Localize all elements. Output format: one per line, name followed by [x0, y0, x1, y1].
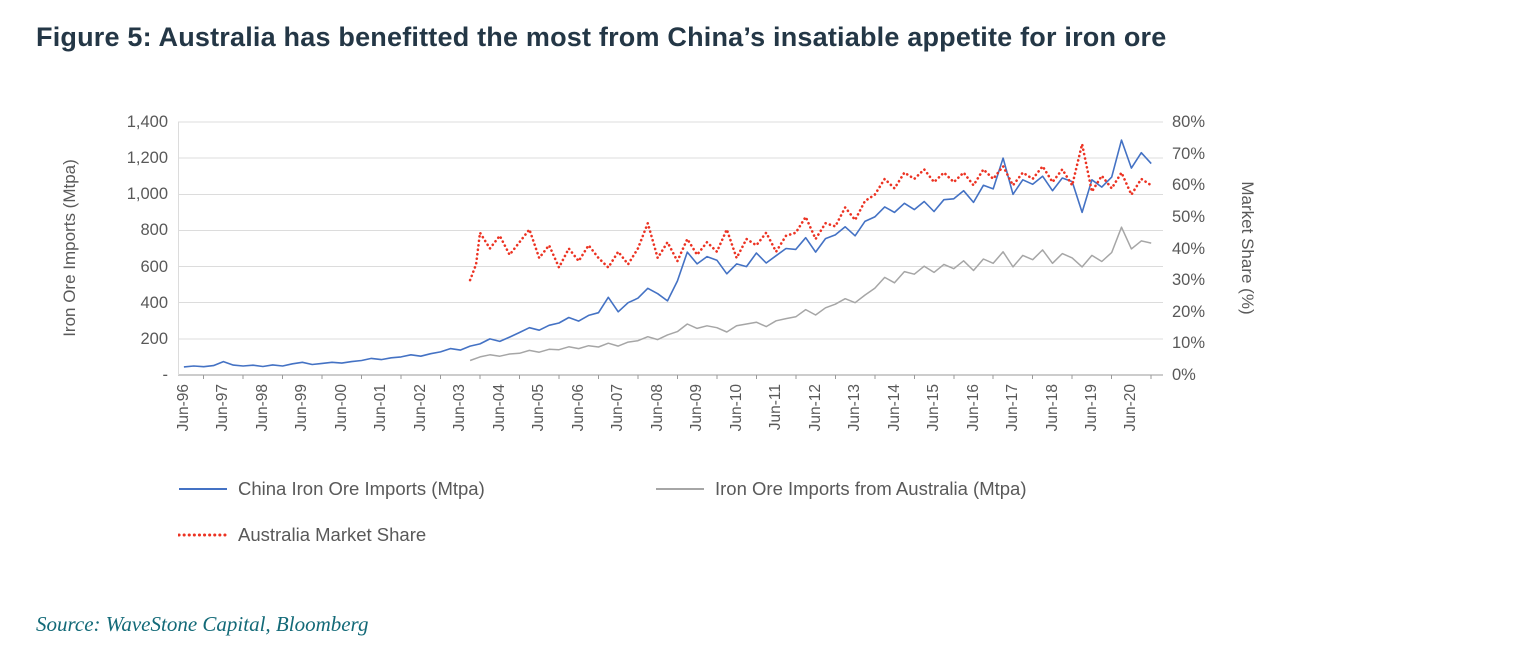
x-tick-label: Jun-11: [767, 384, 785, 431]
x-tick-label: Jun-10: [727, 384, 745, 432]
legend-row: China Iron Ore Imports (Mtpa) Iron Ore I…: [178, 478, 1027, 500]
legend-item-australia-imports: Iron Ore Imports from Australia (Mtpa): [655, 478, 1027, 500]
chart-legend: China Iron Ore Imports (Mtpa) Iron Ore I…: [178, 478, 1027, 546]
left-axis-tick-labels: 1,400 1,200 1,000 800 600 400 200 -: [96, 113, 168, 384]
x-axis-tick-labels: Jun-96 Jun-97 Jun-98 Jun-99 Jun-00 Jun-01 Jun-…: [174, 382, 1163, 454]
x-tick-label: Jun-13: [846, 384, 864, 432]
legend-item-australia-market-share: Australia Market Share: [178, 524, 655, 546]
y-tick-label: 70%: [1172, 144, 1206, 163]
x-tick-label: Jun-96: [174, 384, 192, 432]
y-tick-label: 20%: [1172, 302, 1206, 321]
y-tick-label: 800: [140, 221, 168, 240]
series-china-iron-ore-imports: [183, 139, 1152, 368]
legend-label: Australia Market Share: [238, 524, 427, 545]
y-tick-label: 1,400: [126, 113, 168, 131]
legend-row: Australia Market Share: [178, 524, 1027, 546]
x-tick-label: Jun-03: [451, 384, 469, 432]
x-tick-label: Jun-00: [332, 384, 350, 432]
x-tick-label: Jun-20: [1122, 384, 1140, 432]
y-tick-label: 400: [140, 293, 168, 312]
x-tick-label: Jun-15: [925, 384, 942, 432]
legend-label: Iron Ore Imports from Australia (Mtpa): [715, 478, 1027, 499]
y-tick-label: 600: [140, 257, 168, 276]
series-australia-market-share: [468, 142, 1153, 282]
x-tick-label: Jun-97: [214, 384, 232, 432]
source-attribution: Source: WaveStone Capital, Bloomberg: [36, 612, 369, 636]
legend-label: China Iron Ore Imports (Mtpa): [238, 478, 485, 499]
x-tick-label: Jun-05: [530, 384, 548, 432]
x-tick-label: Jun-06: [569, 384, 587, 432]
right-axis-tick-labels: 80% 70% 60% 50% 40% 30% 20% 10% 0%: [1172, 113, 1232, 384]
x-tick-label: Jun-12: [806, 384, 824, 432]
x-tick-label: Jun-04: [490, 384, 508, 432]
figure-title: Figure 5: Australia has benefitted the m…: [36, 22, 1167, 52]
y-tick-label: -: [162, 365, 169, 384]
legend-line-sample-red-dotted: [178, 533, 228, 537]
series-iron-ore-imports-from-australia: [469, 226, 1152, 362]
x-tick-label: Jun-14: [885, 384, 903, 432]
y-tick-label: 1,000: [126, 185, 168, 204]
y-tick-label: 10%: [1172, 334, 1206, 353]
x-tick-label: Jun-16: [964, 384, 982, 432]
x-tick-label: Jun-01: [372, 384, 390, 432]
x-tick-label: Jun-18: [1043, 384, 1061, 432]
x-tick-label: Jun-02: [411, 384, 429, 432]
legend-item-china-imports: China Iron Ore Imports (Mtpa): [178, 478, 655, 500]
x-tick-label: Jun-09: [688, 384, 706, 432]
right-axis-title: Market Share (%): [1238, 181, 1257, 315]
y-tick-label: 30%: [1172, 271, 1206, 290]
x-tick-label: Jun-99: [293, 384, 311, 432]
legend-line-sample-blue: [179, 488, 227, 490]
x-tick-label: Jun-19: [1082, 384, 1100, 432]
plot-area: [178, 121, 1163, 379]
y-tick-label: 80%: [1172, 113, 1206, 131]
y-tick-label: 0%: [1172, 366, 1196, 384]
legend-line-sample-gray: [656, 488, 704, 490]
y-tick-label: 40%: [1172, 239, 1206, 258]
x-tick-label: Jun-98: [253, 384, 271, 432]
y-tick-label: 60%: [1172, 176, 1206, 195]
x-tick-label: Jun-07: [609, 384, 627, 432]
y-tick-label: 200: [140, 329, 168, 348]
line-chart: Iron Ore Imports (Mtpa) 1,400 1,200 1,000 8…: [0, 100, 1524, 580]
y-tick-label: 1,200: [126, 149, 168, 168]
x-tick-label: Jun-08: [648, 384, 666, 432]
left-axis-title: Iron Ore Imports (Mtpa): [60, 159, 79, 337]
x-tick-label: Jun-17: [1004, 384, 1021, 432]
y-tick-label: 50%: [1172, 207, 1206, 226]
